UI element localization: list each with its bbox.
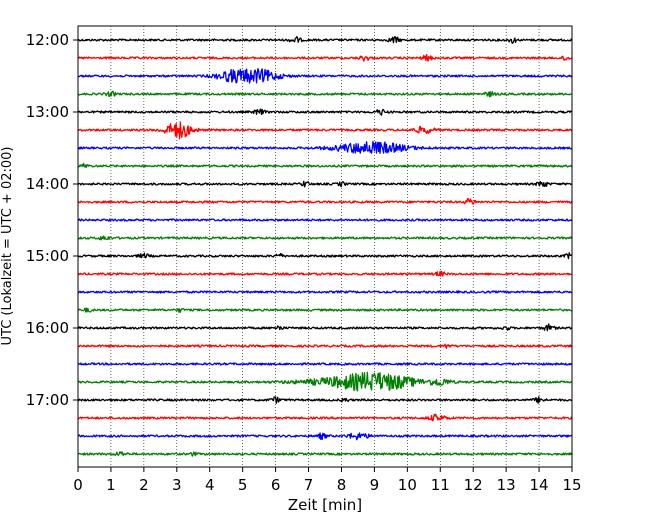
x-axis-label: Zeit [min] [288,496,362,514]
trace-1215 [77,53,573,62]
y-tick-label: 17:00 [26,391,69,409]
x-tick-label: 11 [431,476,450,494]
trace-1615 [77,343,573,350]
trace-1645 [77,371,573,392]
trace-1715 [77,413,573,422]
trace-1330 [77,140,573,155]
trace-1315 [77,121,573,140]
trace-1345 [77,162,573,168]
y-tick-label: 15:00 [26,247,69,265]
trace-1245 [77,90,573,98]
x-tick-label: 12 [464,476,483,494]
y-tick-label: 14:00 [26,175,69,193]
x-tick-label: 6 [271,476,281,494]
trace-1230 [77,68,573,84]
y-tick-label: 12:00 [26,31,69,49]
trace-1745 [77,451,573,457]
trace-1630 [77,362,573,366]
x-tick-label: 0 [73,476,83,494]
trace-1515 [77,270,573,277]
traces [77,35,573,457]
x-tick-label: 2 [139,476,149,494]
plot-frame [77,25,573,468]
trace-1200 [77,35,573,44]
y-axis-label: UTC (Lokalzeit = UTC + 02:00) [0,147,15,346]
x-tick-label: 14 [530,476,549,494]
x-tick-label: 1 [106,476,116,494]
trace-1445 [77,235,573,241]
trace-1530 [77,290,573,294]
x-tick-label: 5 [238,476,248,494]
x-tick-label: 9 [370,476,380,494]
trace-1700 [77,396,573,404]
trace-1400 [77,180,573,188]
trace-1500 [77,252,573,260]
x-tick-label: 13 [497,476,516,494]
trace-1600 [77,323,573,332]
x-tick-label: 4 [205,476,215,494]
trace-1415 [77,198,573,205]
x-tick-label: 15 [562,476,581,494]
x-tick-label: 8 [337,476,347,494]
trace-1300 [77,108,573,116]
trace-1430 [77,218,573,222]
x-tick-label: 7 [304,476,314,494]
y-axis: 12:00 13:00 14:00 15:00 16:00 17:00 [26,31,78,409]
trace-1545 [78,307,573,313]
trace-1730 [77,432,573,441]
x-tick-label: 10 [398,476,417,494]
x-axis: 0 1 2 3 4 5 6 7 8 9 10 11 12 13 14 15 [73,467,582,494]
x-tick-label: 3 [172,476,182,494]
y-tick-label: 13:00 [26,103,69,121]
y-tick-label: 16:00 [26,319,69,337]
